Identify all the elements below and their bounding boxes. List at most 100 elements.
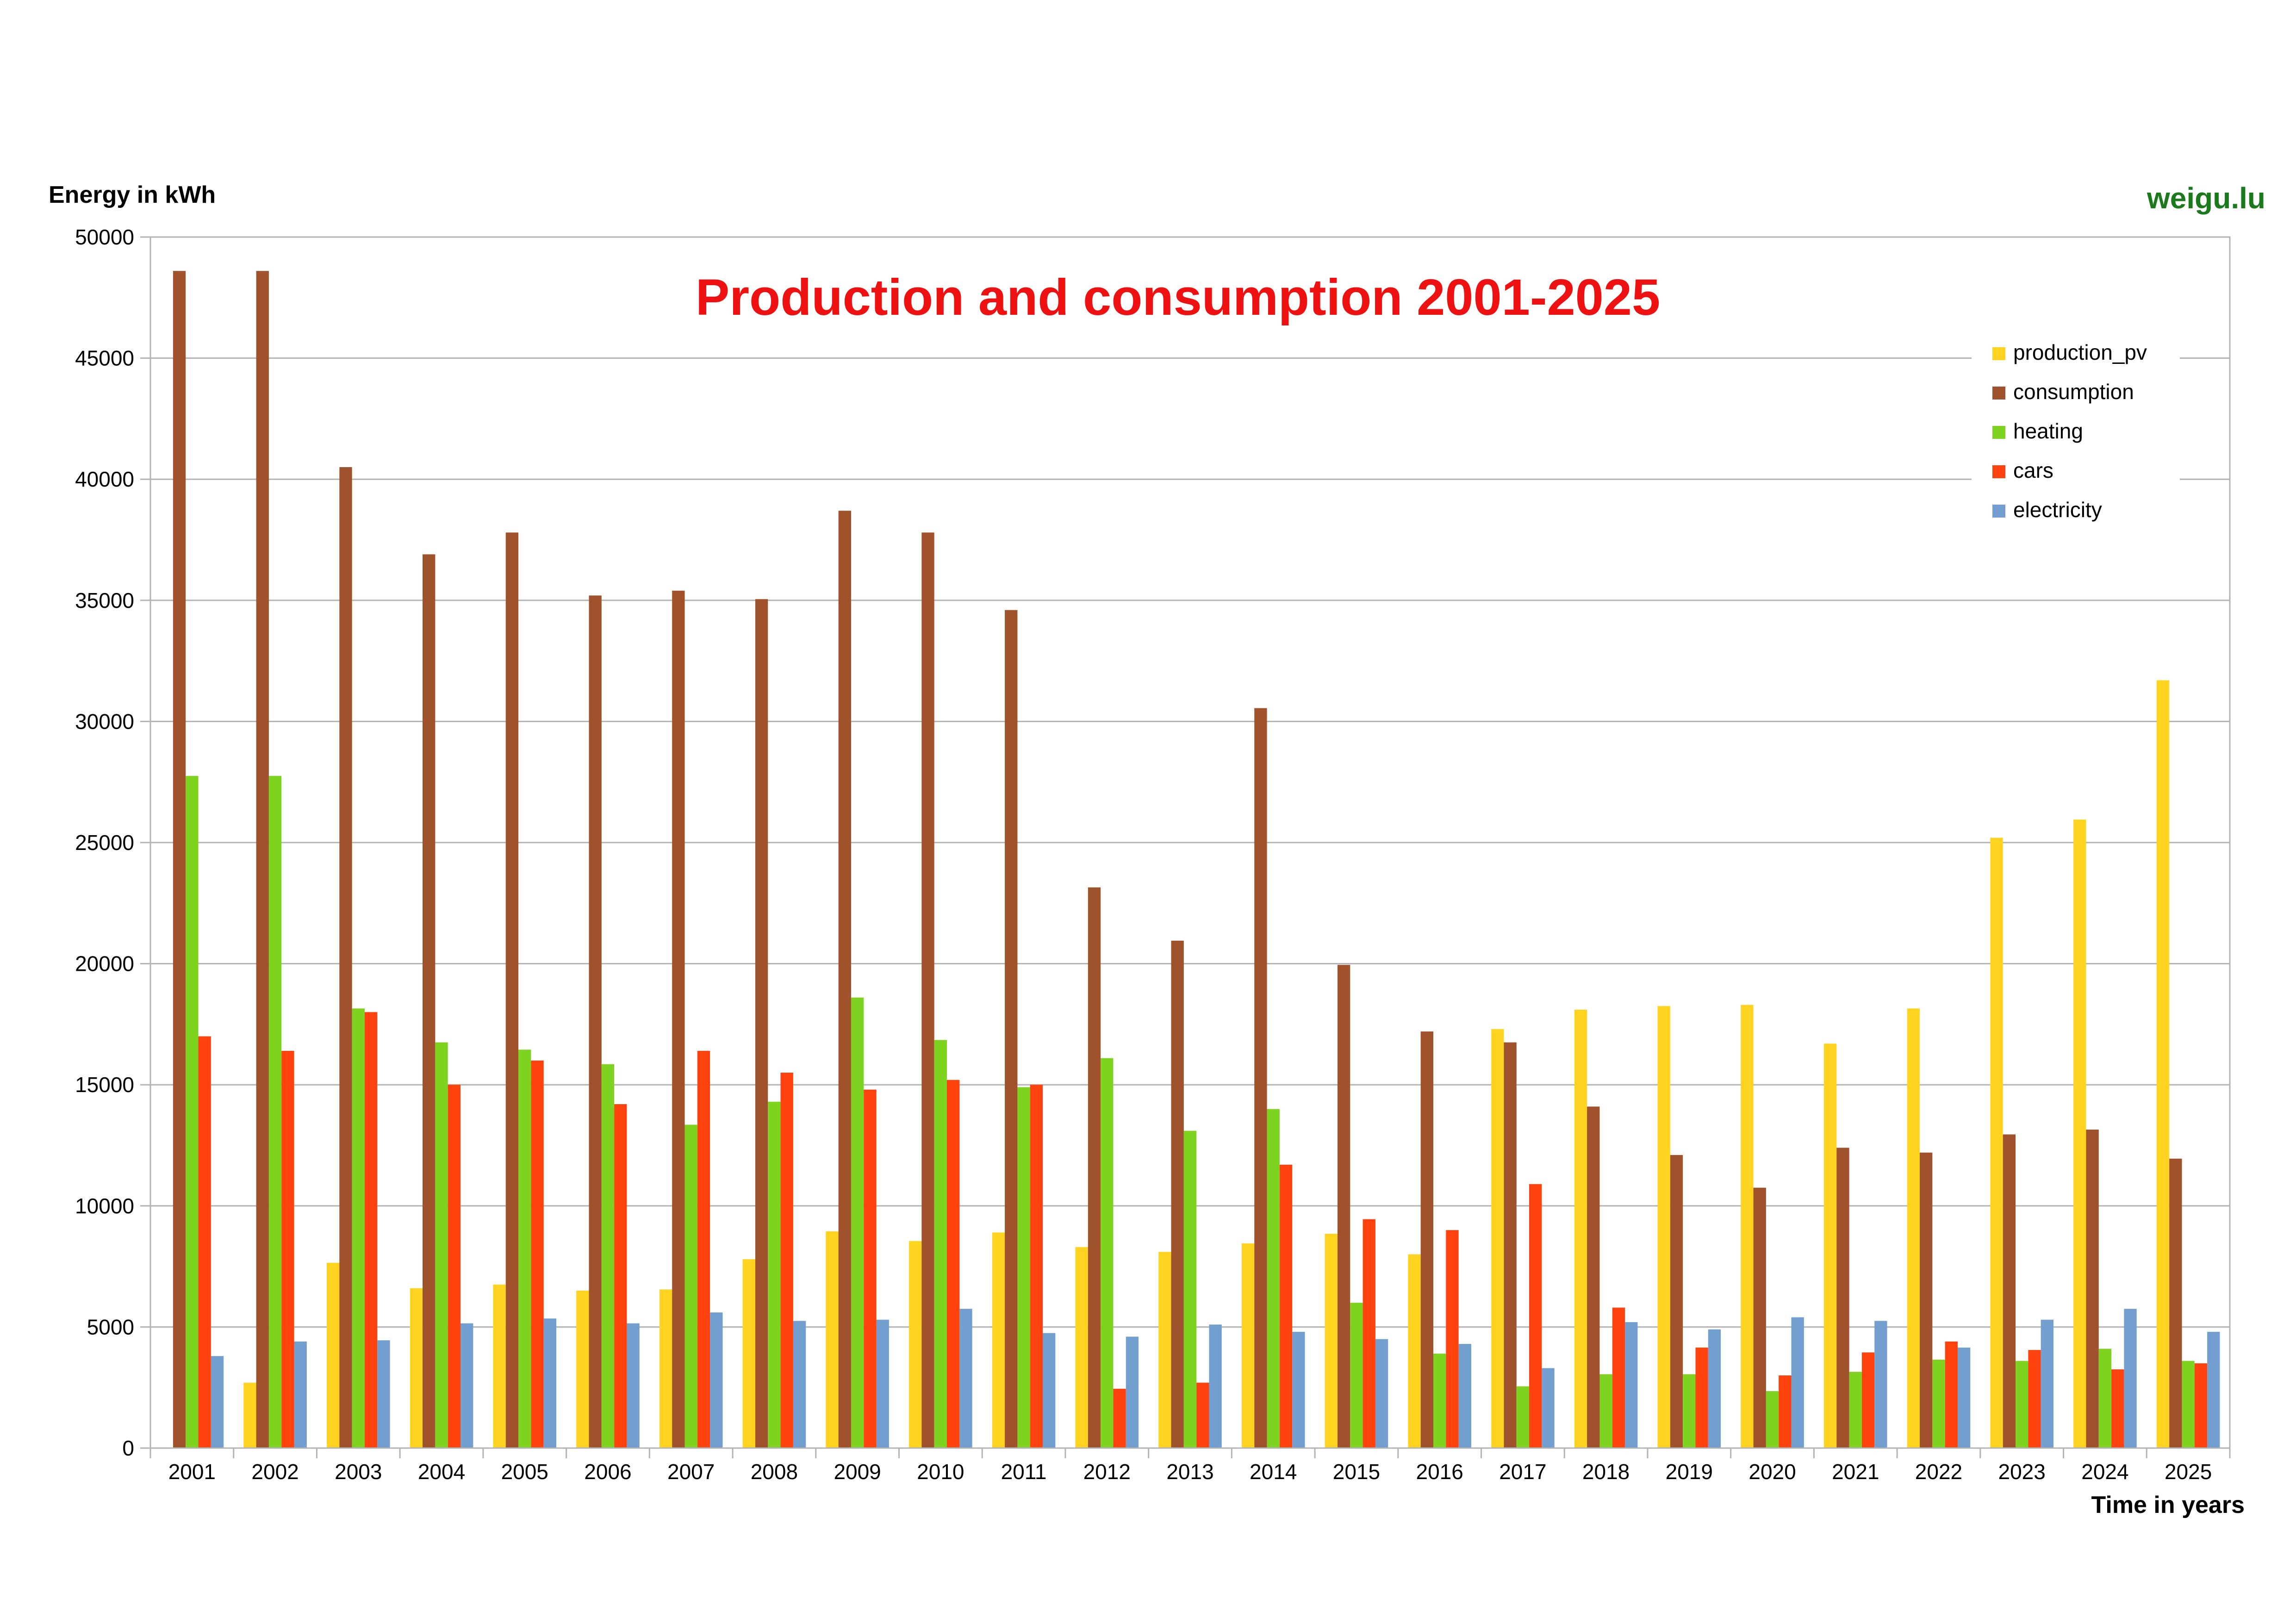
bar-consumption-2017 [1504,1042,1517,1448]
bar-electricity-2016 [1458,1344,1471,1448]
bar-consumption-2007 [672,590,685,1448]
x-tick-label: 2013 [1166,1460,1213,1484]
x-tick-label: 2007 [667,1460,715,1484]
bar-electricity-2017 [1542,1368,1555,1448]
bar-electricity-2011 [1043,1333,1056,1448]
y-axis-title: Energy in kWh [49,181,216,208]
bar-cars-2006 [614,1104,627,1448]
y-tick-label: 30000 [75,709,134,733]
x-axis-title: Time in years [2091,1492,2245,1518]
x-tick-label: 2020 [1748,1460,1796,1484]
bar-electricity-2025 [2207,1331,2220,1448]
bar-cars-2023 [2028,1350,2041,1448]
bar-heating-2014 [1267,1109,1280,1448]
x-tick-label: 2022 [1915,1460,1962,1484]
bar-consumption-2006 [589,595,602,1448]
bar-production_pv-2011 [992,1232,1005,1448]
x-tick-label: 2009 [834,1460,881,1484]
bar-electricity-2008 [793,1321,806,1448]
bar-consumption-2012 [1088,887,1101,1448]
bar-production_pv-2012 [1075,1247,1088,1448]
x-tick-label: 2003 [335,1460,382,1484]
bar-production_pv-2018 [1574,1010,1587,1448]
y-tick-label: 5000 [87,1315,134,1339]
legend-label-electricity: electricity [2013,498,2102,522]
bar-heating-2009 [851,997,864,1448]
bar-production_pv-2006 [576,1290,589,1448]
bar-electricity-2009 [876,1319,889,1448]
bar-heating-2023 [2016,1361,2028,1448]
bar-cars-2008 [780,1073,793,1448]
legend-swatch-electricity [1992,505,2005,518]
bar-consumption-2016 [1420,1031,1434,1448]
bar-cars-2014 [1279,1164,1293,1448]
bar-consumption-2019 [1670,1155,1683,1448]
y-tick-label: 50000 [75,225,134,249]
legend-label-heating: heating [2013,419,2083,443]
bar-consumption-2004 [423,554,436,1448]
legend-label-cars: cars [2013,458,2053,482]
bar-consumption-2001 [173,271,186,1448]
bar-heating-2008 [768,1101,781,1448]
bar-heating-2025 [2182,1361,2195,1448]
bar-cars-2010 [946,1080,960,1448]
bar-heating-2003 [352,1008,365,1448]
y-tick-label: 10000 [75,1194,134,1218]
bar-consumption-2024 [2086,1129,2099,1448]
bar-electricity-2020 [1791,1317,1804,1448]
bar-consumption-2010 [921,532,934,1448]
bar-heating-2004 [435,1042,448,1448]
bar-production_pv-2002 [243,1382,256,1448]
bar-cars-2002 [281,1050,294,1448]
bar-electricity-2013 [1209,1324,1222,1448]
bar-heating-2005 [518,1049,531,1448]
bar-heating-2022 [1932,1360,1945,1448]
bar-production_pv-2022 [1907,1008,1920,1448]
legend-label-production_pv: production_pv [2013,340,2147,364]
axes: 0 5000 10000 15000 20000 25000 30000 35000 40000… [75,225,2231,1484]
bar-cars-2004 [448,1085,460,1448]
bar-cars-2009 [864,1089,877,1448]
bar-heating-2012 [1101,1058,1114,1448]
x-tick-label: 2017 [1499,1460,1546,1484]
bar-heating-2019 [1683,1374,1696,1448]
bar-production_pv-2003 [327,1262,340,1448]
x-tick-label: 2012 [1083,1460,1131,1484]
bar-consumption-2005 [505,532,519,1448]
bar-electricity-2003 [377,1340,390,1448]
legend-background [1972,333,2180,532]
bar-heating-2020 [1766,1391,1779,1448]
y-tick-label: 15000 [75,1073,134,1097]
bar-consumption-2022 [1920,1152,1933,1448]
x-tick-label: 2006 [584,1460,631,1484]
bar-electricity-2012 [1126,1337,1139,1448]
bar-consumption-2003 [339,467,352,1448]
bar-consumption-2009 [838,511,851,1448]
bar-electricity-2001 [211,1356,224,1448]
bar-heating-2011 [1017,1087,1030,1448]
bar-heating-2016 [1433,1353,1446,1448]
bar-cars-2015 [1363,1219,1375,1448]
x-tick-label: 2024 [2081,1460,2128,1484]
bar-electricity-2004 [460,1323,473,1448]
bar-cars-2019 [1695,1347,1708,1448]
x-tick-label: 2011 [1001,1460,1047,1484]
bar-electricity-2015 [1375,1339,1388,1448]
x-tick-label: 2004 [418,1460,465,1484]
legend-label-consumption: consumption [2013,380,2134,404]
bar-consumption-2020 [1753,1187,1766,1448]
legend-swatch-production_pv [1992,347,2005,360]
bar-heating-2018 [1599,1374,1612,1448]
brand-label: weigu.lu [2147,181,2265,215]
bar-production_pv-2013 [1158,1252,1171,1448]
x-tick-label: 2008 [751,1460,798,1484]
bar-electricity-2024 [2124,1309,2137,1448]
x-tick-label: 2002 [251,1460,299,1484]
bar-heating-2015 [1350,1303,1363,1448]
bar-electricity-2007 [710,1312,723,1448]
bar-heating-2002 [268,776,282,1448]
bar-electricity-2014 [1292,1331,1305,1448]
bar-cars-2020 [1779,1375,1792,1448]
bar-electricity-2023 [2041,1319,2053,1448]
